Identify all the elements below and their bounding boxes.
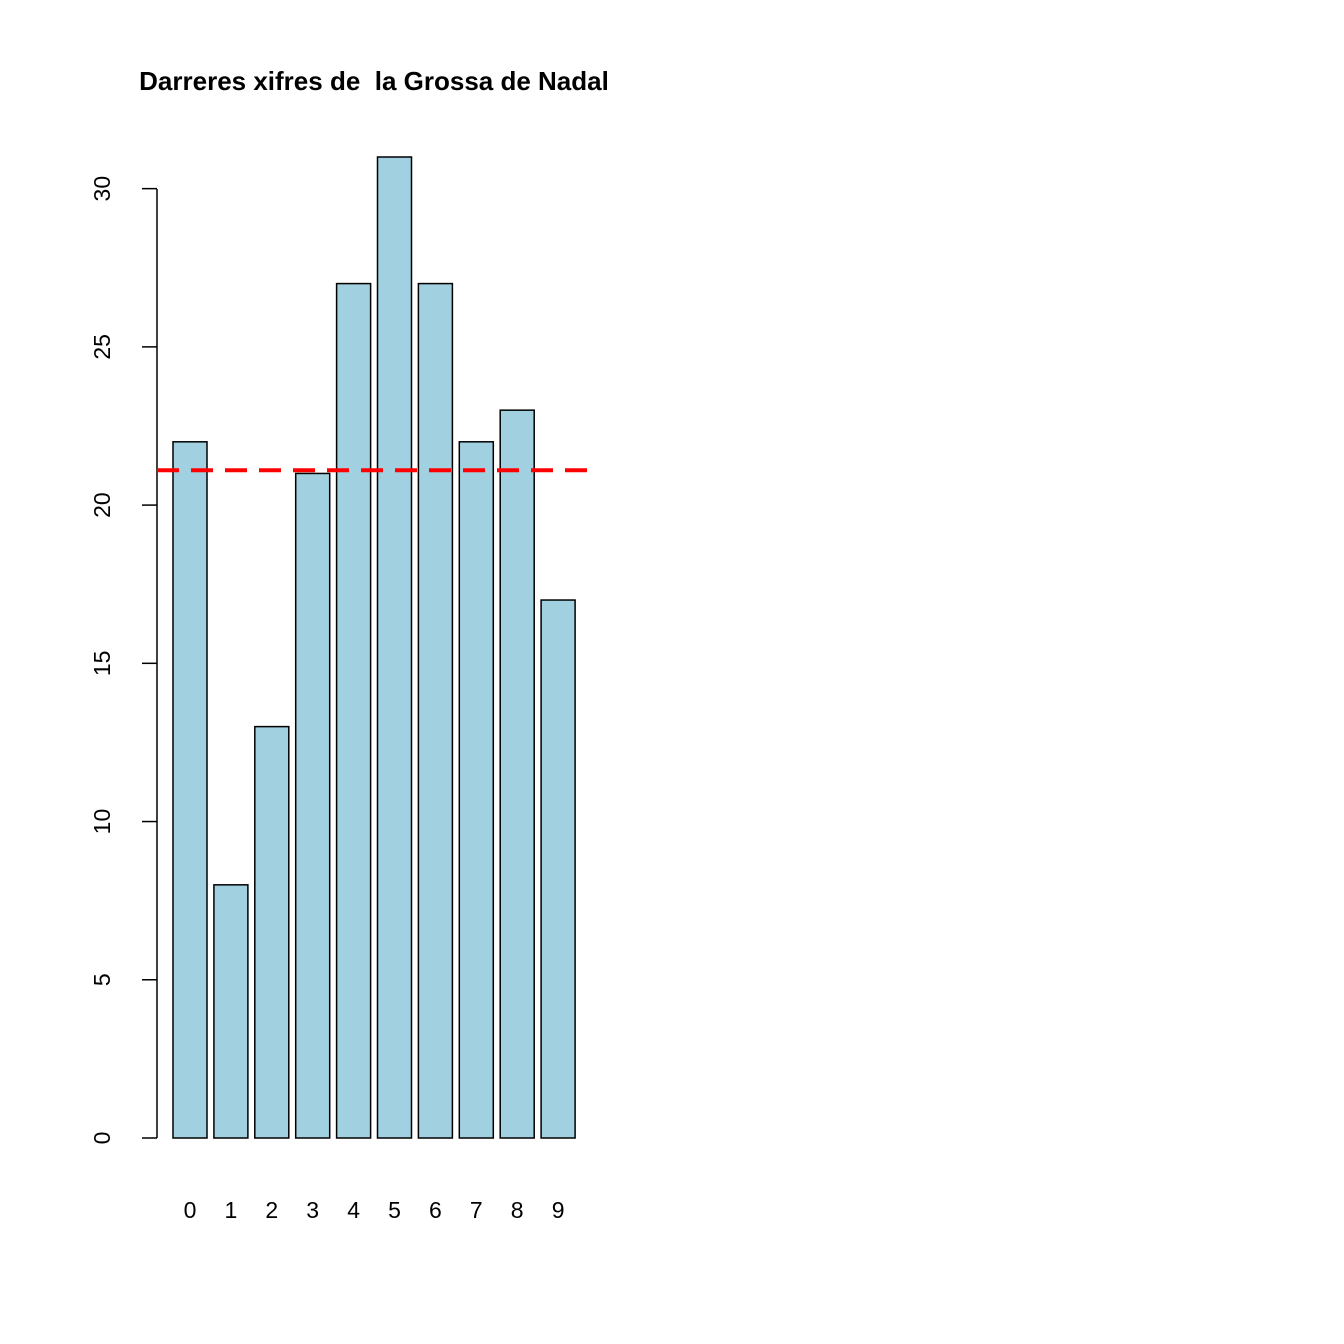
y-tick-label: 30 [89, 176, 115, 202]
bars [172, 156, 576, 1139]
bar [499, 409, 535, 1139]
bar [335, 282, 372, 1139]
chart-title: Darreres xifres de la Grossa de Nadal [139, 66, 609, 96]
bar [458, 441, 495, 1139]
x-tick-label: 1 [225, 1197, 238, 1223]
y-tick-label: 5 [89, 973, 115, 986]
y-axis: 0 5 10 15 20 25 30 [89, 176, 157, 1145]
bar [294, 472, 331, 1139]
x-tick-label: 0 [184, 1197, 197, 1223]
bar [254, 725, 290, 1139]
bar [417, 282, 454, 1139]
x-tick-label: 4 [347, 1197, 360, 1223]
x-tick-label: 2 [265, 1197, 278, 1223]
bar [213, 884, 249, 1139]
y-tick-label: 25 [89, 334, 115, 360]
x-tick-label: 7 [470, 1197, 483, 1223]
x-tick-label: 3 [306, 1197, 319, 1223]
y-tick-label: 20 [89, 492, 115, 518]
x-tick-label: 8 [511, 1197, 524, 1223]
x-tick-label: 5 [388, 1197, 401, 1223]
x-tick-label: 9 [552, 1197, 565, 1223]
y-tick-label: 15 [89, 651, 115, 677]
y-tick-label: 0 [89, 1132, 115, 1145]
y-tick-label: 10 [89, 809, 115, 835]
bar [376, 156, 413, 1139]
bar [540, 599, 576, 1139]
x-axis-labels: 0 1 2 3 4 5 6 7 8 9 [184, 1197, 565, 1223]
bar [172, 441, 208, 1139]
x-tick-label: 6 [429, 1197, 442, 1223]
